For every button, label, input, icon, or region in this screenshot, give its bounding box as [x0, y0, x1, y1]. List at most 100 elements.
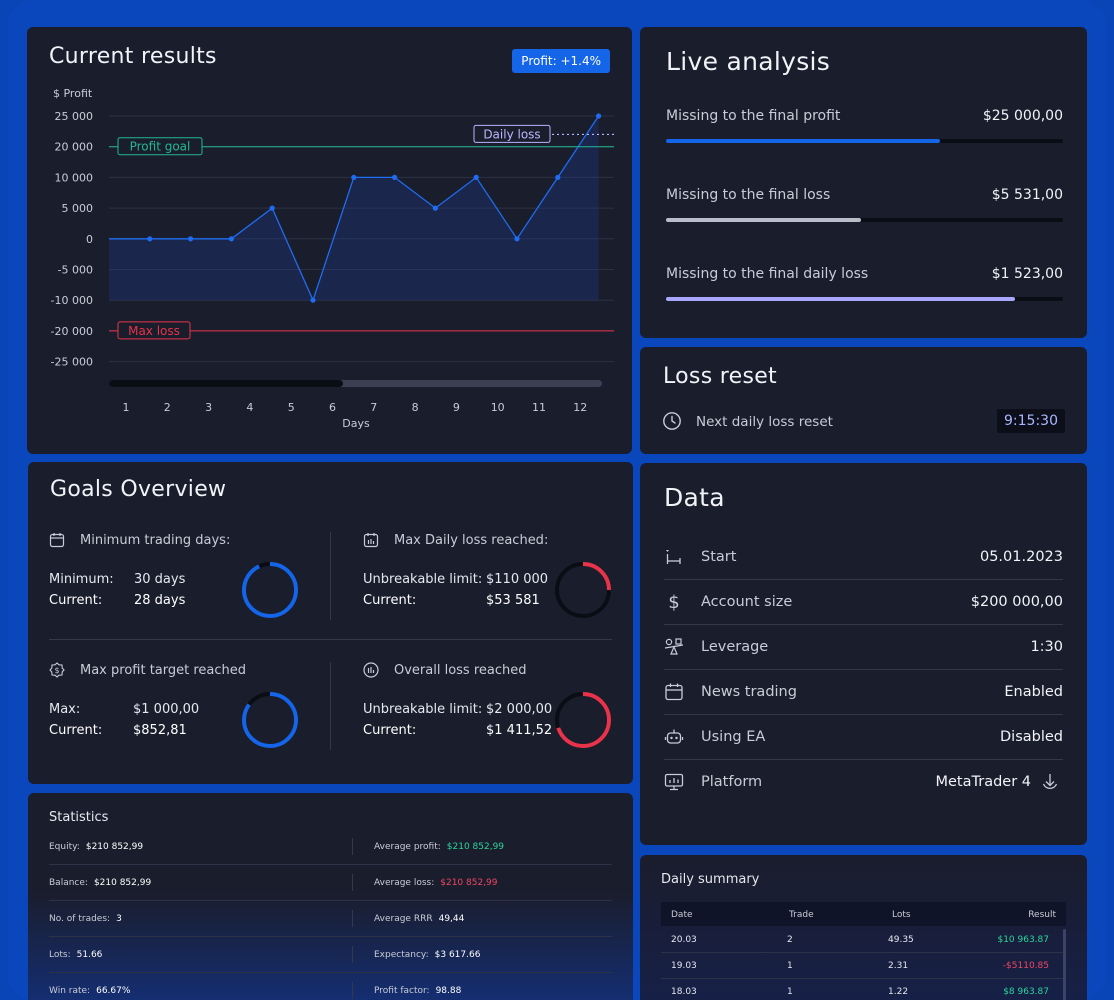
stat-left: Lots: 51.66	[49, 950, 102, 960]
stat-value: 49,44	[438, 914, 465, 924]
cell-result: $8 963.87	[1003, 987, 1049, 997]
x-tick-label: 4	[246, 401, 253, 414]
y-tick-label: -25 000	[51, 356, 93, 369]
y-tick-label: 25 000	[55, 110, 94, 123]
x-tick-label: 6	[329, 401, 336, 414]
stat-label: Win rate:	[49, 986, 91, 996]
x-tick-label: 11	[532, 401, 546, 414]
goal-value: $852,81	[133, 723, 187, 738]
stat-label: Equity:	[49, 842, 80, 852]
goal-key: Minimum:	[49, 572, 114, 587]
data-label: Platform	[701, 774, 763, 790]
x-tick-label: 1	[123, 401, 130, 414]
statistics-panel: Statistics Equity: $210 852,99 Average pro…	[28, 793, 633, 1000]
y-tick-label: 10 000	[55, 171, 94, 184]
x-tick-label: 5	[288, 401, 295, 414]
stat-value: 66.67%	[96, 986, 131, 996]
daily-summary-title: Daily summary	[661, 872, 760, 887]
column-header[interactable]: Date	[671, 910, 693, 920]
cell-date: 18.03	[671, 987, 697, 997]
data-value: Disabled	[1000, 729, 1063, 745]
profit-goal-tag	[117, 137, 203, 156]
dollar-badge-icon: $	[49, 662, 65, 678]
data-row-news-trading: News trading Enabled	[664, 670, 1063, 715]
stat-value: 3	[116, 914, 122, 924]
goal-value: $1 000,00	[133, 702, 200, 717]
goal-title: Overall loss reached	[394, 663, 527, 678]
cell-result: -$5110.85	[1002, 961, 1049, 971]
profit-chart: $ Profit 25 000 20 000 10 000 5 000 0 -5 000 -1…	[51, 87, 614, 430]
data-row-using-ea: Using EA Disabled	[664, 715, 1063, 760]
goal-value: $2 000,00	[486, 702, 553, 717]
stat-right: Expectancy: $3 617.66	[374, 950, 480, 960]
progress-fill	[666, 139, 940, 143]
stat-row: Balance: $210 852,99 Average loss: $210 852…	[49, 865, 612, 901]
data-value: MetaTrader 4	[935, 774, 1032, 790]
divider	[352, 874, 353, 891]
cell-trade: 2	[787, 935, 793, 945]
column-header[interactable]: Lots	[892, 910, 911, 920]
stat-value: $210 852,99	[440, 878, 498, 888]
daily-loss-label: Daily loss	[483, 127, 540, 141]
column-header[interactable]: Result	[1028, 910, 1056, 920]
clock-icon	[663, 412, 681, 430]
data-point	[269, 205, 275, 211]
data-point	[392, 174, 398, 180]
data-point	[188, 236, 194, 242]
loss-reset-timer: 9:15:30	[997, 409, 1065, 433]
goal-title: Max Daily loss reached:	[394, 533, 549, 548]
goal-key: Max:	[49, 702, 81, 717]
goal-key: Unbreakable limit:	[363, 572, 483, 587]
data-point	[147, 236, 153, 242]
y-tick-label: 0	[86, 233, 93, 246]
data-point	[596, 113, 602, 119]
current-results-panel: Current results Profit: +1.4% $ Profit 25…	[27, 27, 632, 454]
data-value: Enabled	[1004, 684, 1063, 700]
robot-icon	[664, 729, 684, 744]
goals-overview-panel: Goals Overview Minimum trading days: Min…	[28, 462, 633, 784]
progress-fill	[666, 297, 1016, 301]
ring-progress	[242, 692, 298, 748]
cell-lots: 1.22	[888, 987, 909, 997]
calendar-chart-icon	[363, 533, 379, 548]
data-row-start: Start 05.01.2023	[664, 535, 1063, 580]
goal-value: 28 days	[134, 593, 186, 608]
stat-label: Balance:	[49, 878, 88, 888]
scrollbar[interactable]	[1063, 929, 1066, 1000]
goal-key: Current:	[49, 593, 103, 608]
chart-scrollbar-thumb	[109, 380, 343, 387]
column-header[interactable]: Trade	[789, 910, 814, 920]
data-value: 05.01.2023	[979, 549, 1063, 565]
divider	[352, 946, 353, 963]
goal-key: Unbreakable limit:	[363, 702, 483, 717]
stat-label: Profit factor:	[374, 986, 430, 996]
chart-circle-icon	[363, 662, 379, 678]
divider	[330, 662, 331, 750]
ring-progress	[242, 562, 298, 618]
calendar-icon	[665, 683, 683, 701]
live-row-value: $1 523,00	[991, 266, 1063, 282]
cell-lots: 49.35	[888, 935, 914, 945]
download-icon[interactable]	[1041, 772, 1059, 792]
daily-summary-header: Date Trade Lots Result	[661, 902, 1066, 926]
divider	[49, 639, 612, 640]
stat-value: $210 852,99	[85, 842, 144, 852]
x-tick-label: 12	[573, 401, 587, 414]
loss-reset-panel: Loss reset Next daily loss reset 9:15:30	[640, 347, 1087, 454]
live-row-label: Missing to the final profit	[666, 108, 841, 124]
goal-minimum-trading-days: Minimum trading days: Minimum: 30 days Cu…	[49, 532, 319, 632]
cell-trade: 1	[787, 961, 793, 971]
daily-summary-row[interactable]: 18.03 1 1.22 $8 963.87	[661, 979, 1066, 1000]
daily-summary-row[interactable]: 20.03 2 49.35 $10 963.87	[661, 927, 1066, 953]
stat-row: Win rate: 66.67% Profit factor: 98.88	[49, 973, 612, 1000]
max-loss-label: Max loss	[128, 324, 180, 338]
goal-progress-ring	[242, 562, 298, 618]
data-title: Data	[664, 483, 725, 512]
y-tick-label: -10 000	[51, 294, 93, 307]
y-tick-label: -20 000	[51, 325, 93, 338]
live-analysis-panel: Live analysis Missing to the final profi…	[640, 27, 1087, 338]
stat-value: 98.88	[435, 986, 462, 996]
svg-text:$: $	[668, 592, 679, 612]
daily-summary-row[interactable]: 19.03 1 2.31 -$5110.85	[661, 953, 1066, 979]
stat-value: $210 852,99	[93, 878, 152, 888]
